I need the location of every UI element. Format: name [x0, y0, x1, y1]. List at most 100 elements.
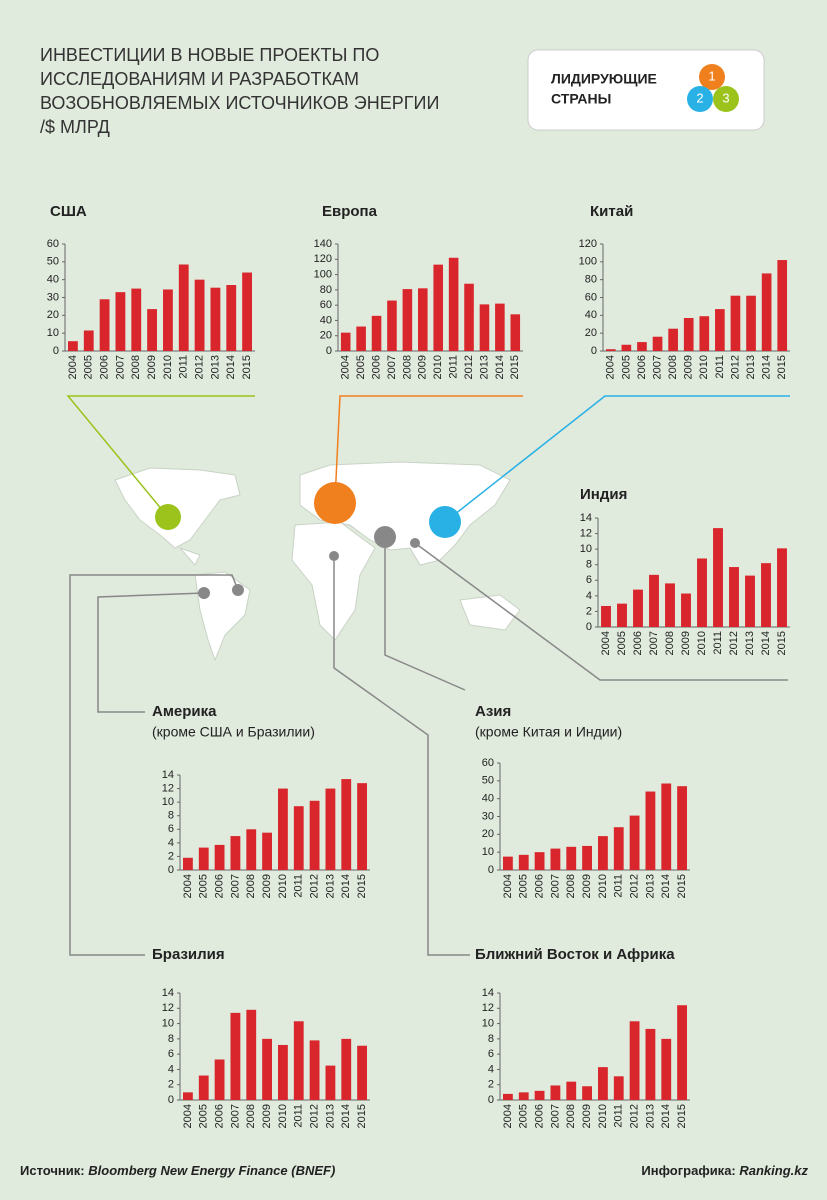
bar — [131, 288, 142, 351]
bar — [761, 273, 772, 351]
y-tick-label: 80 — [585, 274, 597, 286]
connector — [333, 561, 470, 956]
y-tick-label: 4 — [586, 590, 592, 602]
bar — [582, 845, 592, 870]
bar-chart: Азия (кроме Китая и Индии) 0 10 20 30 40 50 60 20… — [475, 703, 690, 898]
x-tick-label: 2009 — [261, 874, 273, 898]
bar-chart: США 0 10 20 30 40 50 60 2004 2005 2006 2007 2008 2009… — [47, 203, 255, 379]
bar — [746, 295, 756, 351]
map-markers — [155, 482, 461, 599]
y-tick-label: 14 — [162, 769, 174, 781]
chart-subtitle: (кроме США и Бразилии) — [152, 724, 315, 740]
rank-number: 1 — [708, 68, 715, 83]
y-tick-label: 12 — [162, 1002, 174, 1014]
x-tick-label: 2012 — [728, 631, 740, 655]
bar — [645, 1028, 656, 1100]
y-tick-label: 6 — [586, 574, 592, 586]
bar — [629, 1021, 640, 1100]
rank-circle — [687, 86, 713, 112]
bar — [697, 558, 707, 627]
credit-label: Инфографика: — [641, 1163, 735, 1178]
x-tick-label: 2012 — [628, 1104, 640, 1128]
y-tick-label: 0 — [168, 1094, 174, 1106]
x-tick-label: 2009 — [417, 355, 429, 379]
marker — [155, 504, 181, 530]
y-tick-label: 40 — [320, 314, 332, 326]
bar — [325, 1065, 336, 1100]
bar — [518, 1092, 529, 1100]
y-tick-label: 4 — [168, 1063, 174, 1075]
bar — [198, 847, 209, 870]
bar — [582, 1086, 592, 1100]
x-tick-label: 2006 — [632, 631, 644, 655]
bar-chart: Европа 0 20 40 60 80 100 120 140 2004 2005 2006 2007… — [314, 203, 523, 379]
x-tick-label: 2006 — [213, 874, 225, 898]
bar-chart: Америка (кроме США и Бразилии) 0 24 68 10 1214… — [152, 703, 370, 898]
connector — [444, 395, 790, 523]
y-tick-label: 4 — [488, 1063, 494, 1075]
bar — [510, 314, 521, 351]
y-tick-label: 30 — [47, 291, 59, 303]
x-tick-label: 2004 — [502, 1104, 514, 1128]
bar — [661, 1038, 672, 1100]
y-tick-label: 60 — [585, 291, 597, 303]
x-tick-label: 2013 — [744, 631, 756, 655]
connectors — [66, 395, 790, 956]
bar — [341, 1038, 352, 1100]
x-tick-label: 2013 — [209, 355, 221, 379]
x-tick-label: 2005 — [518, 1104, 530, 1128]
bar — [681, 593, 691, 627]
x-tick-label: 2006 — [213, 1104, 225, 1128]
chart-title: Америка — [152, 703, 217, 720]
x-tick-label: 2009 — [683, 355, 695, 379]
bar — [503, 856, 513, 870]
bar — [566, 846, 577, 870]
y-tick-label: 120 — [579, 238, 597, 250]
y-tick-label: 120 — [314, 253, 332, 265]
bar — [550, 848, 561, 870]
x-tick-label: 2008 — [245, 874, 257, 898]
connector — [384, 548, 466, 691]
rank-circle — [713, 86, 739, 112]
bar — [371, 315, 382, 351]
y-tick-label: 20 — [320, 330, 332, 342]
bar — [613, 1076, 624, 1100]
x-tick-label: 2011 — [293, 874, 305, 898]
x-tick-label: 2005 — [355, 355, 367, 379]
x-tick-label: 2010 — [432, 355, 444, 379]
bar — [246, 1009, 257, 1100]
bar — [357, 1045, 367, 1100]
bar — [613, 827, 624, 870]
rank-circle — [699, 64, 725, 90]
x-tick-label: 2009 — [261, 1104, 273, 1128]
bar — [713, 528, 723, 627]
y-tick-label: 10 — [482, 846, 494, 858]
y-tick-label: 20 — [585, 327, 597, 339]
central-america — [178, 546, 201, 566]
marker — [198, 587, 210, 599]
x-tick-label: 2007 — [549, 874, 561, 898]
x-tick-label: 2004 — [600, 631, 612, 655]
bar — [356, 326, 366, 351]
bar — [99, 299, 110, 351]
x-tick-label: 2005 — [198, 1104, 210, 1128]
bar — [715, 309, 725, 351]
x-tick-label: 2008 — [664, 631, 676, 655]
x-tick-label: 2013 — [644, 1104, 656, 1128]
y-tick-label: 80 — [320, 284, 332, 296]
bar — [210, 287, 221, 351]
bar — [464, 283, 474, 351]
y-tick-label: 50 — [47, 256, 59, 268]
bar — [198, 1075, 209, 1100]
bar — [309, 1040, 320, 1100]
connector — [66, 395, 255, 518]
y-tick-label: 2 — [168, 1079, 174, 1091]
x-tick-label: 2009 — [581, 1104, 593, 1128]
x-tick-label: 2006 — [533, 1104, 545, 1128]
bar — [214, 844, 225, 870]
x-tick-label: 2006 — [636, 355, 648, 379]
x-tick-label: 2007 — [114, 355, 126, 379]
marker — [232, 584, 244, 596]
x-tick-label: 2004 — [67, 355, 79, 379]
